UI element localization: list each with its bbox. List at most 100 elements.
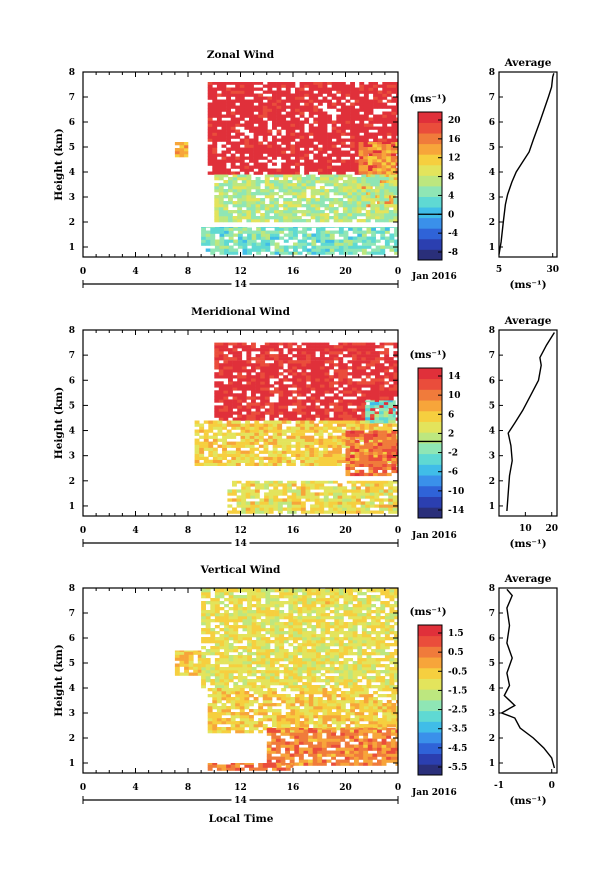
- heatmap-cell: [245, 510, 251, 514]
- heatmap-cell: [258, 450, 264, 454]
- heatmap-cell: [310, 480, 315, 484]
- heatmap-cell: [276, 129, 282, 133]
- heatmap-cell: [260, 604, 266, 608]
- heatmap-cell: [235, 159, 241, 163]
- heatmap-cell: [295, 108, 300, 112]
- heatmap-cell: [247, 588, 252, 590]
- heatmap-cell: [270, 251, 275, 255]
- heatmap-cell: [233, 661, 239, 665]
- heatmap-cell: [277, 492, 283, 496]
- heatmap-cell: [274, 631, 280, 635]
- y-tick-label: 4: [69, 427, 75, 437]
- heatmap-cell: [260, 248, 266, 252]
- heatmap-cell: [265, 640, 271, 644]
- heatmap-cell: [223, 372, 229, 376]
- heatmap-cell: [214, 363, 220, 367]
- heatmap-cell: [310, 402, 316, 406]
- heatmap-cell: [260, 345, 266, 349]
- heatmap-cell: [306, 372, 311, 376]
- heatmap-cell: [329, 177, 334, 181]
- heatmap-cell: [354, 90, 360, 94]
- heatmap-cell: [394, 230, 399, 234]
- heatmap-cell: [363, 90, 369, 94]
- heatmap-cell: [246, 213, 252, 217]
- heatmap-cell: [365, 420, 371, 424]
- heatmap-cell: [363, 96, 369, 100]
- heatmap-cell: [241, 360, 247, 364]
- colorbar-tick-label: 14: [448, 372, 461, 382]
- heatmap-cell: [297, 652, 303, 656]
- heatmap-cell: [283, 360, 289, 364]
- heatmap-cell: [350, 159, 355, 163]
- heatmap-cell: [255, 360, 261, 364]
- heatmap-cell: [315, 342, 321, 346]
- heatmap-cell: [260, 354, 266, 358]
- heatmap-cell: [393, 411, 399, 415]
- heatmap-cell: [237, 619, 243, 623]
- heatmap-cell: [212, 108, 218, 112]
- heatmap-cell: [319, 408, 325, 412]
- heatmap-cell: [247, 610, 252, 614]
- heatmap-cell: [389, 248, 395, 252]
- heatmap-cell: [300, 429, 306, 433]
- heatmap-cell: [316, 227, 321, 228]
- heatmap-cell: [384, 207, 390, 211]
- heatmap-cell: [279, 631, 285, 635]
- heatmap-cell: [323, 495, 329, 499]
- heatmap-cell: [304, 150, 310, 154]
- heatmap-cell: [253, 135, 259, 139]
- heatmap-cell: [368, 165, 374, 169]
- colorbar-unit: (ms⁻¹): [409, 349, 446, 361]
- heatmap-cell: [272, 147, 277, 151]
- heatmap-cell: [214, 345, 220, 349]
- heatmap-cell: [265, 588, 271, 590]
- heatmap-cell: [278, 417, 284, 421]
- heatmap-cell: [274, 375, 279, 379]
- heatmap-cell: [245, 444, 250, 448]
- heatmap-cell: [281, 135, 287, 139]
- heatmap-cell: [279, 616, 285, 620]
- heatmap-cell: [391, 463, 397, 467]
- heatmap-cell: [388, 480, 394, 484]
- heatmap-cell: [224, 589, 229, 593]
- heatmap-cell: [296, 351, 302, 355]
- heatmap-cell: [270, 649, 275, 653]
- heatmap-cell: [370, 177, 376, 181]
- heatmap-cell: [237, 366, 243, 370]
- colorbar-tick-label: 20: [448, 116, 461, 126]
- heatmap-cell: [285, 123, 291, 127]
- heatmap-cell: [251, 384, 256, 388]
- colorbar-swatch: [418, 238, 442, 250]
- heatmap-cell: [285, 105, 291, 109]
- heatmap-cell: [337, 435, 342, 439]
- heatmap-cell: [258, 147, 264, 151]
- heatmap-cell: [297, 664, 303, 668]
- heatmap-cell: [226, 444, 232, 448]
- heatmap-cell: [219, 640, 225, 644]
- heatmap-cell: [260, 230, 266, 234]
- heatmap-cell: [318, 441, 324, 445]
- heatmap-cell: [258, 429, 264, 433]
- heatmap-cell: [384, 198, 390, 202]
- heatmap-cell: [314, 459, 319, 463]
- average-y-tick-label: 8: [489, 326, 495, 336]
- heatmap-cell: [318, 426, 324, 430]
- heatmap-cell: [301, 348, 307, 352]
- heatmap-cell: [291, 453, 296, 457]
- heatmap-cell: [333, 213, 339, 217]
- heatmap-cell: [218, 375, 224, 379]
- heatmap-cell: [277, 489, 283, 493]
- heatmap-cell: [295, 444, 301, 448]
- heatmap-cell: [194, 444, 200, 448]
- heatmap-cell: [278, 216, 284, 220]
- heatmap-cell: [207, 82, 213, 85]
- heatmap-cell: [377, 195, 382, 199]
- heatmap-cell: [373, 472, 378, 477]
- heatmap-cell: [216, 93, 222, 97]
- heatmap-cell: [352, 204, 357, 208]
- heatmap-cell: [331, 87, 337, 91]
- heatmap-cell: [242, 598, 248, 602]
- heatmap-cell: [270, 616, 275, 620]
- heatmap-cell: [324, 387, 330, 391]
- heatmap-cell: [265, 628, 271, 632]
